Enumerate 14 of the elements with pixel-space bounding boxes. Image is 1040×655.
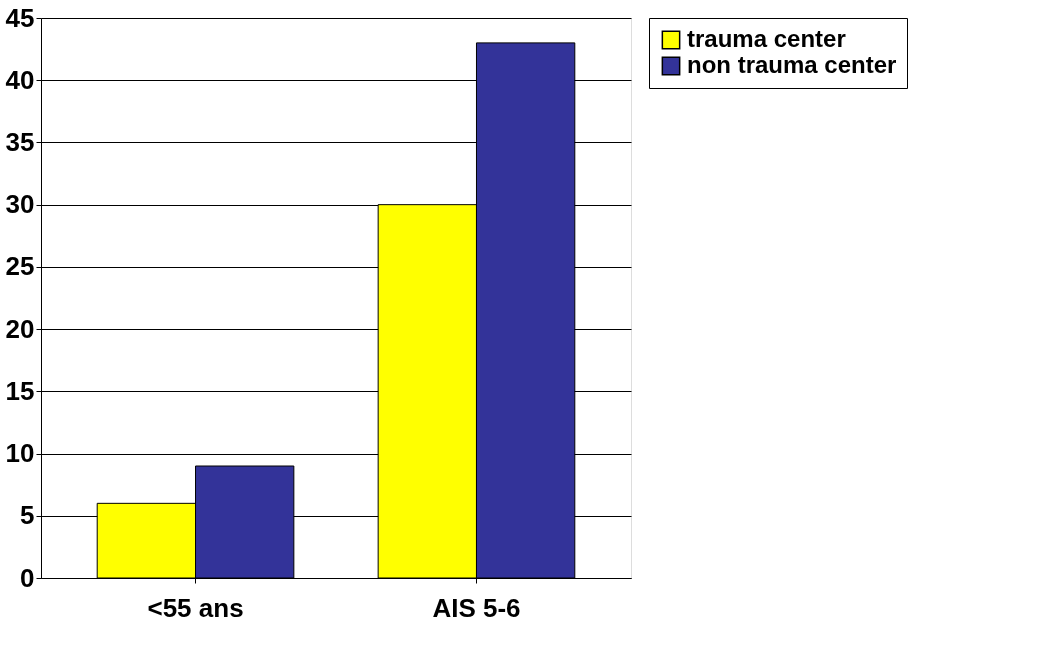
x-tick-label: <55 ans — [147, 592, 244, 623]
y-tick-label: 25 — [5, 251, 35, 282]
y-tick-label: 45 — [5, 2, 35, 33]
y-tick-label: 15 — [5, 375, 35, 406]
y-tick-label: 20 — [5, 313, 35, 344]
y-tick-label: 40 — [5, 64, 35, 95]
legend-label: trauma center — [687, 25, 846, 52]
y-tick-label: 0 — [20, 562, 35, 593]
y-tick-label: 5 — [20, 500, 35, 531]
legend-label: non trauma center — [687, 51, 897, 78]
y-tick-label: 10 — [5, 438, 35, 469]
y-tick-label: 35 — [5, 126, 35, 157]
y-tick-label: 30 — [5, 189, 35, 220]
x-tick-label: AIS 5-6 — [432, 592, 521, 623]
